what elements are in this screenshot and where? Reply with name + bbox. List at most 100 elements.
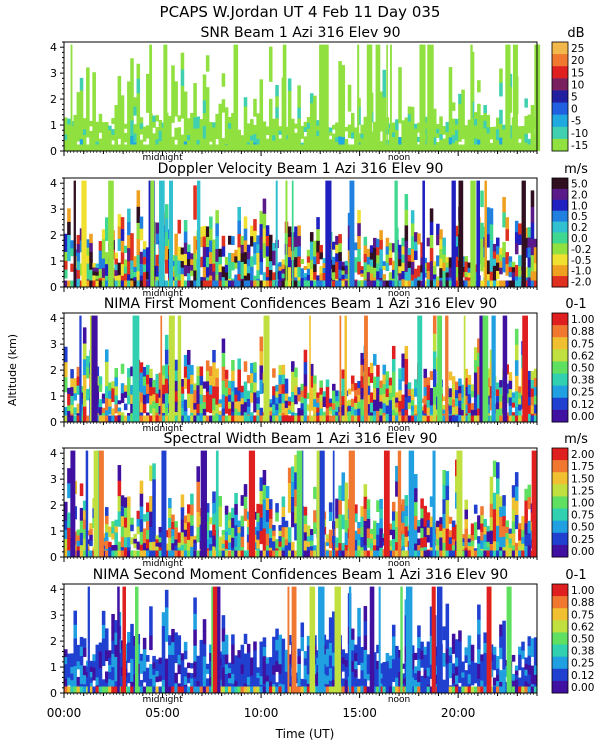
heatmap-cell bbox=[294, 257, 298, 267]
heatmap-cell bbox=[335, 261, 339, 270]
heatmap-cell bbox=[499, 394, 503, 401]
heatmap-cell bbox=[184, 101, 188, 111]
heatmap-cell bbox=[174, 281, 178, 287]
heatmap-cell bbox=[493, 136, 497, 141]
heatmap-cell bbox=[348, 85, 352, 99]
heatmap-cell bbox=[528, 257, 532, 267]
heatmap-streak bbox=[522, 181, 526, 287]
heatmap-cell bbox=[89, 523, 93, 529]
heatmap-cell bbox=[86, 95, 90, 109]
heatmap-cell bbox=[351, 399, 355, 407]
heatmap-cell bbox=[215, 395, 219, 404]
heatmap-cell bbox=[241, 386, 245, 392]
heatmap-cell bbox=[130, 635, 134, 647]
heatmap-cell bbox=[474, 132, 478, 139]
heatmap-cell bbox=[67, 124, 71, 130]
heatmap-cell bbox=[111, 521, 115, 527]
heatmap-cell bbox=[269, 116, 273, 134]
heatmap-cell bbox=[171, 108, 175, 123]
heatmap-cell bbox=[111, 640, 115, 654]
colorbar-label: 10 bbox=[571, 79, 584, 91]
heatmap-cell bbox=[379, 518, 383, 528]
heatmap-cell bbox=[338, 243, 342, 252]
heatmap-cell bbox=[269, 64, 273, 82]
heatmap-cell bbox=[190, 119, 194, 126]
heatmap-cell bbox=[86, 389, 90, 400]
heatmap-field bbox=[64, 587, 537, 694]
heatmap-cell bbox=[165, 416, 169, 422]
heatmap-cell bbox=[102, 127, 106, 132]
heatmap-cell bbox=[219, 272, 223, 280]
heatmap-cell bbox=[99, 659, 103, 668]
heatmap-cell bbox=[184, 242, 188, 254]
heatmap-cell bbox=[531, 405, 535, 414]
heatmap-cell bbox=[493, 244, 497, 252]
heatmap-cell bbox=[105, 145, 109, 151]
heatmap-cell bbox=[395, 130, 399, 136]
heatmap-cell bbox=[209, 136, 213, 141]
heatmap-cell bbox=[155, 374, 159, 384]
heatmap-cell bbox=[364, 484, 368, 497]
y-tick-label: 2 bbox=[50, 364, 57, 377]
heatmap-cell bbox=[77, 530, 81, 536]
heatmap-cell bbox=[80, 520, 84, 533]
heatmap-cell bbox=[313, 145, 317, 151]
heatmap-cell bbox=[193, 117, 197, 129]
heatmap-cell bbox=[260, 379, 264, 394]
heatmap-cell bbox=[89, 234, 93, 243]
heatmap-cell bbox=[518, 130, 522, 135]
heatmap-cell bbox=[348, 98, 352, 112]
heatmap-cell bbox=[171, 65, 175, 80]
heatmap-cell bbox=[487, 536, 491, 542]
heatmap-cell bbox=[285, 533, 289, 539]
heatmap-cell bbox=[114, 270, 118, 276]
heatmap-cell bbox=[345, 139, 349, 143]
heatmap-cell bbox=[219, 135, 223, 143]
heatmap-cell bbox=[253, 230, 257, 242]
heatmap-cell bbox=[200, 130, 204, 136]
heatmap-cell bbox=[187, 531, 191, 540]
heatmap-cell bbox=[256, 261, 260, 270]
heatmap-cell bbox=[382, 70, 386, 84]
heatmap-cell bbox=[137, 526, 141, 534]
colorbar: 5.02.01.00.50.20.0-0.2-0.5-1.0-2.0 bbox=[552, 178, 592, 289]
heatmap-cell bbox=[121, 393, 125, 403]
heatmap-cell bbox=[414, 124, 418, 129]
y-tick-label: 1 bbox=[50, 390, 57, 403]
heatmap-cell bbox=[140, 123, 144, 129]
heatmap-cell bbox=[263, 145, 267, 151]
y-tick-label: 0 bbox=[50, 145, 57, 158]
heatmap-cell bbox=[168, 133, 172, 139]
heatmap-cell bbox=[379, 509, 383, 519]
heatmap-cell bbox=[360, 551, 364, 557]
heatmap-cell bbox=[212, 491, 216, 502]
heatmap-cell bbox=[222, 539, 226, 544]
heatmap-streak bbox=[108, 181, 114, 287]
heatmap-cell bbox=[225, 523, 229, 532]
heatmap-cell bbox=[209, 385, 213, 395]
heatmap-cell bbox=[260, 262, 264, 275]
heatmap-cell bbox=[206, 360, 210, 371]
heatmap-cell bbox=[294, 145, 298, 151]
heatmap-cell bbox=[417, 233, 421, 244]
heatmap-cell bbox=[275, 118, 279, 129]
heatmap-cell bbox=[140, 532, 144, 545]
heatmap-streak bbox=[513, 45, 518, 151]
heatmap-cell bbox=[411, 400, 415, 406]
heatmap-cell bbox=[417, 281, 421, 287]
heatmap-cell bbox=[89, 145, 93, 151]
heatmap-cell bbox=[124, 527, 128, 537]
heatmap-cell bbox=[351, 383, 355, 391]
heatmap-cell bbox=[83, 675, 87, 685]
heatmap-cell bbox=[354, 139, 358, 143]
heatmap-cell bbox=[266, 126, 270, 130]
heatmap-cell bbox=[193, 539, 197, 543]
heatmap-cell bbox=[515, 221, 519, 232]
heatmap-cell bbox=[288, 527, 292, 542]
heatmap-cell bbox=[263, 470, 267, 485]
heatmap-cell bbox=[241, 416, 245, 422]
heatmap-cell bbox=[291, 371, 295, 382]
heatmap-cell bbox=[212, 271, 216, 279]
heatmap-cell bbox=[99, 120, 103, 127]
heatmap-cell bbox=[143, 249, 147, 257]
